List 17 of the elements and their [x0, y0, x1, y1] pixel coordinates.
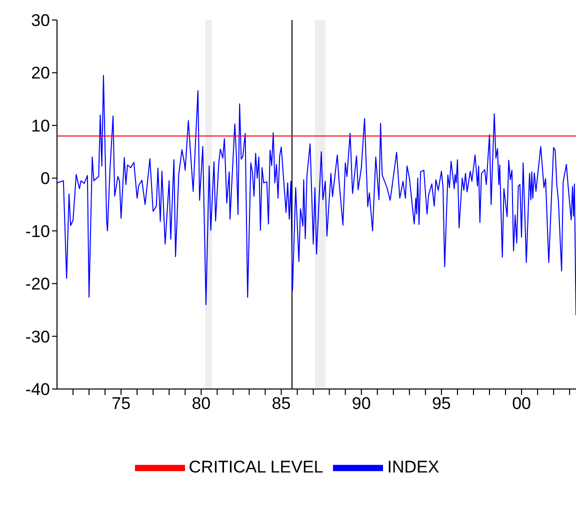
legend-label: INDEX: [387, 457, 440, 476]
y-tick-label: -40: [25, 380, 50, 400]
x-tick-label: 75: [112, 394, 131, 414]
line-series: [57, 74, 576, 316]
y-tick-label: 10: [31, 116, 50, 136]
y-tick-label: 30: [31, 11, 50, 30]
x-tick-label: 95: [432, 394, 451, 414]
y-tick-label: -30: [25, 327, 50, 346]
y-tick-label: -20: [25, 274, 50, 294]
y-tick-label: -10: [25, 222, 50, 241]
legend-label: CRITICAL LEVEL: [188, 457, 324, 476]
x-tick-label: 85: [272, 394, 291, 414]
x-tick-label: 00: [512, 394, 531, 414]
y-tick-label: 20: [31, 64, 50, 83]
x-tick-label: 90: [352, 394, 371, 414]
x-tick-label: 80: [192, 394, 211, 414]
y-tick-label: 0: [40, 169, 50, 188]
